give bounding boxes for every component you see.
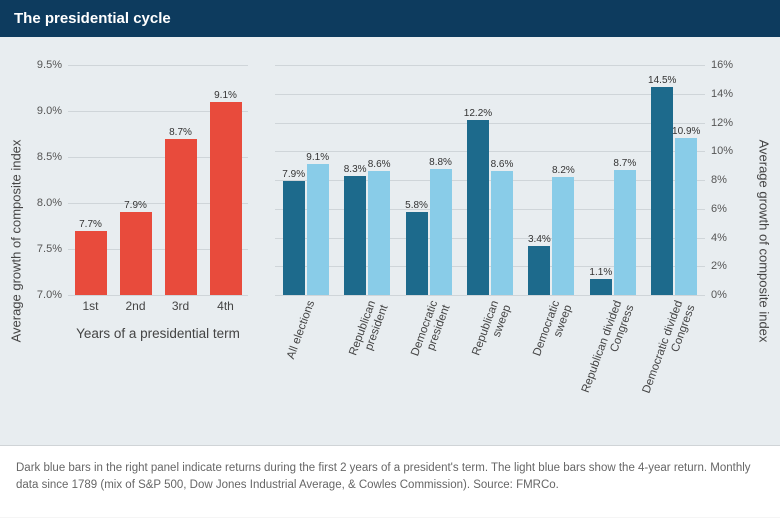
y-tick-label: 7.0%	[37, 289, 68, 301]
x-tick-label: All elections	[285, 299, 318, 361]
bar-value-label: 3.4%	[528, 234, 551, 246]
y-tick-label: 2%	[705, 260, 727, 272]
bar-value-label: 8.7%	[169, 127, 192, 139]
x-tick-cell: Democratic dividedCongress	[644, 295, 705, 405]
x-tick-label: Democratic dividedCongress	[637, 299, 699, 411]
bars-container: 7.7% 7.9% 8.7% 9.1%	[68, 65, 248, 295]
bar-value-label: 14.5%	[648, 75, 676, 87]
bar-value-label: 8.8%	[429, 157, 452, 169]
bar-group: 7.9%9.1%	[275, 65, 336, 295]
bar: 14.5%	[651, 87, 673, 295]
bar: 5.8%	[406, 212, 428, 295]
x-tick-label: 3rd	[158, 299, 203, 313]
bar-group: 8.7%	[158, 65, 203, 295]
chart-title: The presidential cycle	[14, 10, 171, 27]
y-tick-label: 6%	[705, 203, 727, 215]
bar: 7.9%	[120, 212, 152, 295]
x-tick-label: Republicansweep	[452, 299, 514, 411]
left-panel: Average growth of composite index 7.0%7.…	[0, 37, 265, 445]
x-tick-label: Republican dividedCongress	[575, 299, 637, 411]
bar-group: 3.4%8.2%	[521, 65, 582, 295]
x-tick-label: Democraticpresident	[391, 299, 453, 411]
bar-value-label: 12.2%	[464, 108, 492, 120]
right-y-axis-label: Average growth of composite index	[757, 121, 772, 361]
x-tick-cell: Democraticsweep	[521, 295, 582, 405]
bar: 7.9%	[283, 181, 305, 295]
bar-value-label: 7.7%	[79, 219, 102, 231]
bar-group: 9.1%	[203, 65, 248, 295]
bar: 8.7%	[165, 139, 197, 295]
y-tick-label: 8.0%	[37, 197, 68, 209]
bar-group: 1.1%8.7%	[582, 65, 643, 295]
bar-value-label: 10.9%	[672, 126, 700, 138]
right-plot: 0%2%4%6%8%10%12%14%16%7.9%9.1%8.3%8.6%5.…	[275, 65, 705, 295]
x-tick-label: Democraticsweep	[514, 299, 576, 411]
bar-value-label: 8.7%	[613, 158, 636, 170]
y-tick-label: 7.5%	[37, 243, 68, 255]
bar-group: 5.8%8.8%	[398, 65, 459, 295]
x-labels: All electionsRepublicanpresidentDemocrat…	[275, 295, 705, 405]
y-tick-label: 14%	[705, 88, 733, 100]
bar-value-label: 9.1%	[214, 90, 237, 102]
y-tick-label: 9.5%	[37, 59, 68, 71]
left-y-axis-label: Average growth of composite index	[9, 121, 24, 361]
bar: 12.2%	[467, 120, 489, 295]
y-tick-label: 12%	[705, 117, 733, 129]
bar-value-label: 8.3%	[344, 164, 367, 176]
bar-value-label: 7.9%	[124, 200, 147, 212]
x-tick-cell: All elections	[275, 295, 336, 405]
bar: 8.3%	[344, 176, 366, 295]
y-tick-label: 0%	[705, 289, 727, 301]
bar: 8.2%	[552, 177, 574, 295]
bar: 3.4%	[528, 246, 550, 295]
bar-group: 14.5%10.9%	[644, 65, 705, 295]
x-tick-cell: Democraticpresident	[398, 295, 459, 405]
x-tick-label: 2nd	[113, 299, 158, 313]
x-tick-label: 4th	[203, 299, 248, 313]
chart-panels: Average growth of composite index 7.0%7.…	[0, 37, 780, 445]
bar-value-label: 9.1%	[306, 152, 329, 164]
bar-group: 7.7%	[68, 65, 113, 295]
footer-text: Dark blue bars in the right panel indica…	[16, 462, 751, 491]
bar: 7.7%	[75, 231, 107, 295]
bar-value-label: 5.8%	[405, 200, 428, 212]
y-tick-label: 8%	[705, 174, 727, 186]
bar: 9.1%	[307, 164, 329, 295]
x-tick-label: 1st	[68, 299, 113, 313]
y-tick-label: 8.5%	[37, 151, 68, 163]
right-panel: Average growth of composite index 0% 2% 4%…	[265, 37, 780, 445]
left-x-title: Years of a presidential term	[68, 325, 248, 343]
bar: 10.9%	[675, 138, 697, 295]
bar-value-label: 8.6%	[368, 159, 391, 171]
bar-group: 12.2%8.6%	[459, 65, 520, 295]
chart-footer: Dark blue bars in the right panel indica…	[0, 445, 780, 517]
x-tick-cell: Republicansweep	[459, 295, 520, 405]
bar-value-label: 8.2%	[552, 165, 575, 177]
y-tick-label: 16%	[705, 59, 733, 71]
bar: 9.1%	[210, 102, 242, 295]
left-plot: 7.0%7.5%8.0%8.5%9.0%9.5%7.7%7.9%8.7%9.1%…	[68, 65, 248, 295]
bar-value-label: 8.6%	[491, 159, 514, 171]
bar: 8.6%	[368, 171, 390, 295]
bar: 1.1%	[590, 279, 612, 295]
bar-group: 8.3%8.6%	[336, 65, 397, 295]
x-tick-label: Republicanpresident	[330, 299, 392, 411]
bar: 8.8%	[430, 169, 452, 296]
y-tick-label: 4%	[705, 232, 727, 244]
bar-value-label: 1.1%	[589, 267, 612, 279]
x-labels: 1st2nd3rd4th	[68, 295, 248, 313]
chart-header: The presidential cycle	[0, 0, 780, 37]
bar-group: 7.9%	[113, 65, 158, 295]
x-tick-cell: Republicanpresident	[336, 295, 397, 405]
y-tick-label: 10%	[705, 145, 733, 157]
bar-value-label: 7.9%	[282, 169, 305, 181]
bars-container: 7.9%9.1%8.3%8.6%5.8%8.8%12.2%8.6%3.4%8.2…	[275, 65, 705, 295]
bar: 8.6%	[491, 171, 513, 295]
x-tick-cell: Republican dividedCongress	[582, 295, 643, 405]
bar: 8.7%	[614, 170, 636, 295]
y-tick-label: 9.0%	[37, 105, 68, 117]
